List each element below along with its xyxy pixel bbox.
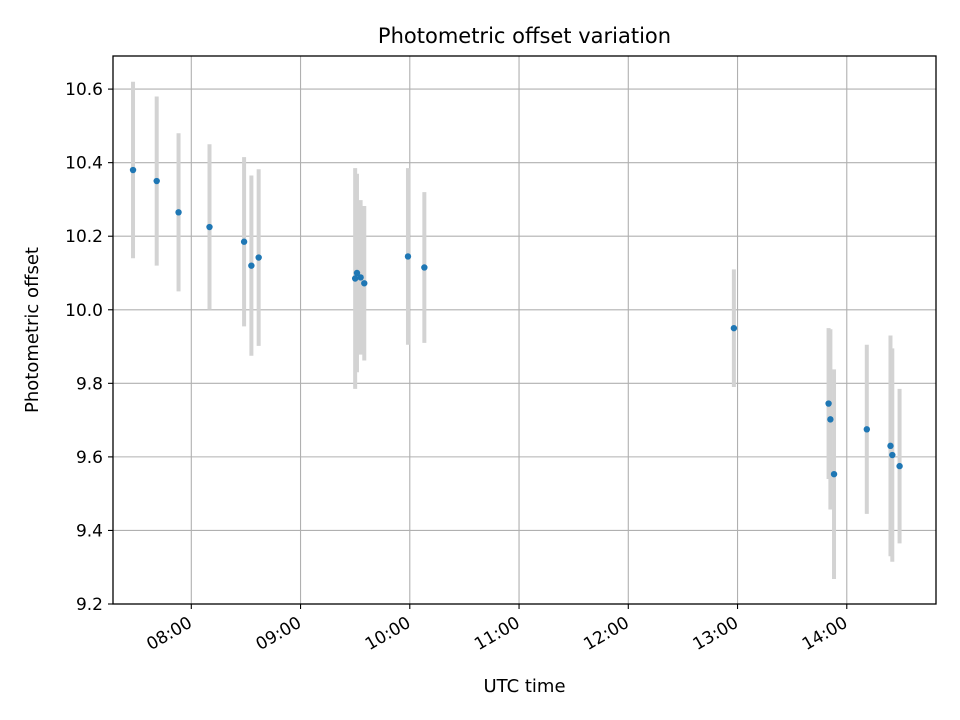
y-tick-label: 10.0 <box>65 301 103 321</box>
y-tick-label: 10.6 <box>65 80 103 100</box>
data-point <box>357 274 364 281</box>
data-point <box>129 166 137 174</box>
data-point <box>825 400 832 407</box>
data-point <box>827 416 834 423</box>
y-tick-label: 9.4 <box>76 521 103 541</box>
data-point <box>361 280 368 287</box>
x-axis-label: UTC time <box>483 676 565 697</box>
y-axis-label: Photometric offset <box>22 247 43 413</box>
data-point <box>730 324 738 332</box>
data-point <box>248 262 255 269</box>
data-point <box>240 238 248 245</box>
data-point <box>353 269 361 277</box>
data-point <box>863 426 871 433</box>
y-tick-label: 10.4 <box>65 154 103 174</box>
data-point <box>175 209 182 216</box>
data-point <box>153 177 160 185</box>
data-point <box>887 442 894 450</box>
y-tick-label: 9.8 <box>76 374 103 394</box>
data-point <box>830 470 838 478</box>
y-tick-label: 9.6 <box>76 448 103 468</box>
chart-title: Photometric offset variation <box>378 24 671 48</box>
data-point <box>889 451 896 459</box>
data-point <box>404 253 412 260</box>
y-tick-label: 9.2 <box>76 595 103 615</box>
data-point <box>255 254 262 261</box>
point-layer <box>129 166 903 478</box>
data-point <box>351 275 359 282</box>
data-point <box>896 462 903 470</box>
data-point <box>206 223 213 231</box>
plot-frame <box>112 55 937 605</box>
y-tick-label: 10.2 <box>65 227 103 247</box>
data-point <box>421 264 428 271</box>
